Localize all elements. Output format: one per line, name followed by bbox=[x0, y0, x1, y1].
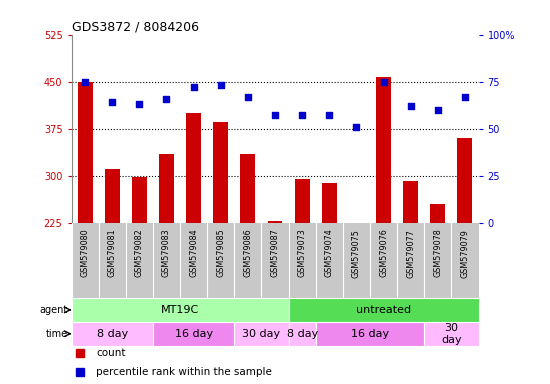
Text: GSM579086: GSM579086 bbox=[243, 229, 252, 277]
Point bbox=[460, 94, 469, 100]
Bar bbox=[213, 122, 228, 223]
Bar bbox=[458, 138, 472, 223]
Text: GSM579073: GSM579073 bbox=[298, 229, 307, 278]
Text: GSM579083: GSM579083 bbox=[162, 229, 171, 277]
Bar bbox=[153, 322, 234, 346]
Text: count: count bbox=[96, 348, 125, 358]
Text: GSM579076: GSM579076 bbox=[379, 229, 388, 278]
Point bbox=[244, 94, 252, 100]
Text: 16 day: 16 day bbox=[174, 329, 213, 339]
Text: agent: agent bbox=[39, 305, 68, 315]
Point bbox=[216, 82, 225, 88]
Bar bbox=[295, 179, 310, 223]
Text: GDS3872 / 8084206: GDS3872 / 8084206 bbox=[72, 20, 199, 33]
Bar bbox=[132, 177, 147, 223]
Point bbox=[298, 113, 306, 119]
Point bbox=[81, 79, 90, 85]
Bar bbox=[424, 322, 478, 346]
Bar bbox=[186, 113, 201, 223]
Bar bbox=[316, 322, 424, 346]
Bar bbox=[289, 298, 478, 322]
Bar bbox=[267, 221, 283, 223]
Text: GSM579078: GSM579078 bbox=[433, 229, 442, 278]
Bar bbox=[322, 183, 337, 223]
Text: 16 day: 16 day bbox=[351, 329, 389, 339]
Text: GSM579080: GSM579080 bbox=[80, 229, 90, 277]
Text: GSM579087: GSM579087 bbox=[271, 229, 279, 278]
Bar bbox=[234, 322, 289, 346]
Bar bbox=[72, 298, 289, 322]
Point bbox=[379, 79, 388, 85]
Point bbox=[189, 84, 198, 90]
Bar bbox=[240, 154, 255, 223]
Text: GSM579081: GSM579081 bbox=[108, 229, 117, 277]
Bar bbox=[78, 82, 92, 223]
Bar bbox=[159, 154, 174, 223]
Bar bbox=[376, 76, 391, 223]
Bar bbox=[430, 204, 446, 223]
Text: 30 day: 30 day bbox=[243, 329, 280, 339]
Point bbox=[325, 113, 334, 119]
Text: GSM579085: GSM579085 bbox=[216, 229, 225, 278]
Text: 8 day: 8 day bbox=[287, 329, 318, 339]
Text: GSM579079: GSM579079 bbox=[460, 229, 470, 278]
Bar bbox=[72, 322, 153, 346]
Point bbox=[162, 96, 171, 102]
Point bbox=[135, 101, 144, 107]
Text: GSM579075: GSM579075 bbox=[352, 229, 361, 278]
Text: time: time bbox=[45, 329, 68, 339]
Text: MT19C: MT19C bbox=[161, 305, 199, 315]
Text: GSM579074: GSM579074 bbox=[324, 229, 334, 278]
Bar bbox=[289, 322, 316, 346]
Text: GSM579084: GSM579084 bbox=[189, 229, 198, 277]
Text: GSM579082: GSM579082 bbox=[135, 229, 144, 278]
Point bbox=[271, 113, 279, 119]
Text: GSM579077: GSM579077 bbox=[406, 229, 415, 278]
Bar bbox=[403, 181, 418, 223]
Text: untreated: untreated bbox=[356, 305, 411, 315]
Point bbox=[406, 103, 415, 109]
Text: percentile rank within the sample: percentile rank within the sample bbox=[96, 367, 272, 377]
Text: 30
day: 30 day bbox=[441, 323, 461, 344]
Point bbox=[108, 99, 117, 105]
Bar bbox=[104, 169, 120, 223]
Point bbox=[352, 124, 361, 130]
Point bbox=[433, 107, 442, 113]
Text: 8 day: 8 day bbox=[97, 329, 128, 339]
